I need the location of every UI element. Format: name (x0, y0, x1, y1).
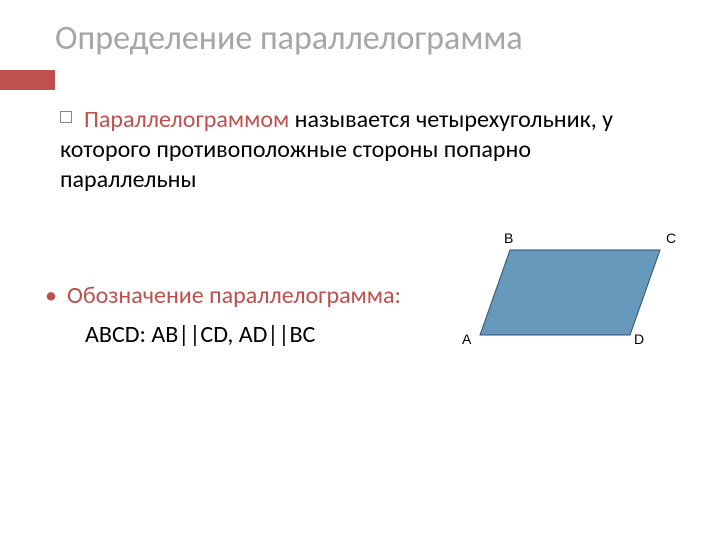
definition-block: Параллелограммом называется четырехуголь… (60, 105, 630, 195)
square-bullet-icon (60, 111, 72, 123)
vertex-label-c: C (666, 230, 676, 246)
bullet-dot-icon: • (45, 280, 57, 311)
vertex-label-d: D (634, 331, 644, 347)
parallelogram-shape (480, 250, 660, 335)
notation-formula: ABCD: AB||CD, AD||BC (85, 319, 405, 350)
vertex-label-a: A (462, 331, 471, 347)
notation-label: Обозначение параллелограмма: (67, 280, 401, 311)
accent-bar (0, 70, 55, 90)
vertex-label-b: B (504, 230, 513, 246)
notation-block: • Обозначение параллелограмма: ABCD: AB|… (45, 280, 405, 350)
parallelogram-diagram: A B C D (450, 225, 680, 365)
definition-highlight: Параллелограммом (84, 105, 289, 134)
slide-title: Определение параллелограмма (55, 18, 523, 59)
